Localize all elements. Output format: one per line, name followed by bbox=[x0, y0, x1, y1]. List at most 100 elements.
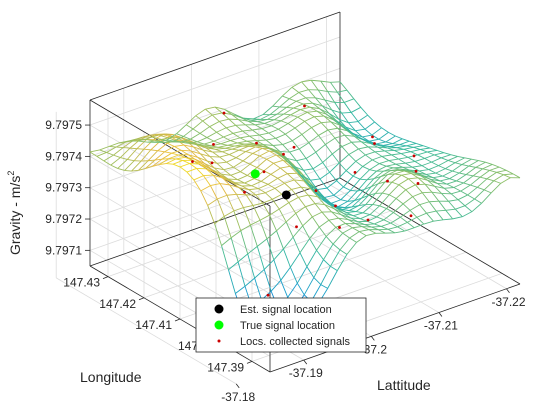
surface-mesh-line bbox=[192, 120, 203, 130]
surface-mesh-line bbox=[212, 112, 223, 116]
surface-mesh-line bbox=[368, 229, 376, 234]
surface-mesh-line bbox=[470, 184, 478, 188]
surface-mesh-line bbox=[295, 206, 306, 214]
surface-mesh-line bbox=[485, 161, 493, 165]
surface-mesh-line bbox=[352, 175, 361, 180]
surface-mesh-line bbox=[297, 111, 308, 118]
surface-mesh-line bbox=[405, 161, 416, 164]
surface-mesh-line bbox=[465, 167, 477, 175]
surface-mesh-line bbox=[352, 132, 363, 138]
surface-mesh-line bbox=[412, 165, 422, 168]
surface-mesh-line bbox=[294, 179, 304, 182]
surface-mesh-line bbox=[435, 168, 446, 174]
surface-mesh-line bbox=[419, 201, 430, 206]
surface-mesh-line bbox=[313, 116, 322, 123]
surface-mesh-line bbox=[316, 249, 324, 260]
surface-mesh-line bbox=[500, 177, 511, 184]
surface-mesh-line bbox=[266, 230, 277, 240]
surface-mesh-line bbox=[251, 180, 262, 187]
surface-mesh-line bbox=[251, 185, 259, 190]
surface-mesh-line bbox=[349, 210, 357, 212]
surface-mesh-line bbox=[477, 178, 488, 188]
surface-mesh-line bbox=[283, 236, 294, 250]
surface-mesh-line bbox=[438, 165, 446, 170]
surface-mesh-line bbox=[268, 132, 277, 139]
surface-mesh-line bbox=[222, 151, 230, 155]
surface-mesh-line bbox=[365, 193, 376, 205]
surface-mesh-line bbox=[144, 138, 155, 142]
surface-mesh-line bbox=[334, 137, 343, 147]
surface-mesh-line bbox=[283, 248, 291, 268]
surface-mesh-line bbox=[231, 145, 242, 150]
surface-mesh-line bbox=[446, 180, 457, 185]
surface-mesh-line bbox=[152, 158, 163, 167]
surface-mesh-line bbox=[285, 133, 293, 142]
surface-mesh-line bbox=[383, 167, 394, 172]
surface-mesh-line bbox=[330, 121, 341, 126]
surface-mesh-line bbox=[380, 170, 391, 177]
surface-mesh-line bbox=[320, 80, 329, 92]
surface-mesh-line bbox=[357, 114, 368, 122]
surface-mesh-line bbox=[263, 269, 272, 292]
surface-mesh-line bbox=[374, 223, 382, 227]
surface-mesh-line bbox=[364, 121, 375, 130]
surface-mesh-line bbox=[239, 137, 248, 142]
surface-mesh-line bbox=[165, 133, 176, 138]
surface-mesh-line bbox=[154, 151, 165, 161]
surface-mesh-line bbox=[362, 159, 373, 167]
surface-mesh-line bbox=[186, 168, 197, 173]
surface-mesh-line bbox=[287, 173, 295, 181]
surface-mesh-line bbox=[267, 113, 278, 120]
surface-mesh-line bbox=[372, 156, 383, 161]
surface-mesh-line bbox=[258, 134, 267, 141]
surface-mesh-line bbox=[300, 109, 308, 113]
surface-mesh-line bbox=[174, 144, 184, 147]
surface-mesh-line bbox=[325, 226, 337, 237]
surface-mesh-line bbox=[342, 232, 350, 239]
surface-mesh-line bbox=[200, 185, 211, 192]
surface-mesh-line bbox=[359, 178, 367, 181]
surface-mesh-line bbox=[238, 149, 246, 152]
surface-mesh-line bbox=[369, 138, 379, 142]
surface-mesh-line bbox=[374, 151, 383, 157]
surface-mesh-line bbox=[305, 151, 317, 159]
surface-mesh-line bbox=[265, 139, 274, 146]
surface-mesh-line bbox=[205, 106, 216, 110]
surface-mesh-line bbox=[475, 166, 483, 170]
true-signal-point bbox=[250, 169, 260, 179]
surface-mesh-line bbox=[363, 178, 375, 190]
surface-mesh-line bbox=[316, 236, 327, 251]
gravity-surface bbox=[89, 79, 521, 331]
collected-signal-point bbox=[314, 189, 318, 193]
estimated-signal-point bbox=[281, 190, 291, 200]
surface-mesh-line bbox=[355, 130, 363, 138]
surface-mesh-line bbox=[259, 132, 269, 136]
surface-mesh-line bbox=[454, 162, 463, 165]
surface-mesh-line bbox=[324, 204, 332, 213]
surface-mesh-line bbox=[445, 208, 456, 211]
surface-mesh-line bbox=[342, 227, 353, 234]
grid-line bbox=[143, 209, 395, 299]
surface-mesh-line bbox=[254, 124, 263, 130]
surface-mesh-line bbox=[116, 146, 124, 149]
surface-mesh-line bbox=[463, 182, 471, 186]
collected-signal-point bbox=[266, 293, 270, 297]
surface-mesh-line bbox=[243, 207, 251, 226]
surface-mesh-line bbox=[181, 149, 191, 152]
surface-mesh-line bbox=[455, 205, 466, 210]
surface-mesh-line bbox=[187, 141, 198, 144]
surface-mesh-line bbox=[223, 169, 232, 176]
collected-signal-point bbox=[416, 182, 420, 185]
surface-mesh-line bbox=[274, 119, 282, 122]
surface-mesh-line bbox=[344, 206, 352, 209]
surface-mesh-line bbox=[407, 156, 416, 162]
surface-mesh-line bbox=[349, 205, 360, 211]
legend-entry-locs: Locs. collected signals bbox=[240, 336, 351, 348]
surface-mesh-line bbox=[214, 223, 222, 246]
surface-mesh-line bbox=[236, 194, 244, 208]
surface-mesh-line bbox=[220, 140, 231, 145]
surface-mesh-line bbox=[272, 105, 280, 108]
collected-signal-point bbox=[414, 169, 418, 173]
surface-mesh-line bbox=[212, 114, 220, 122]
surface-mesh-line bbox=[288, 202, 297, 214]
